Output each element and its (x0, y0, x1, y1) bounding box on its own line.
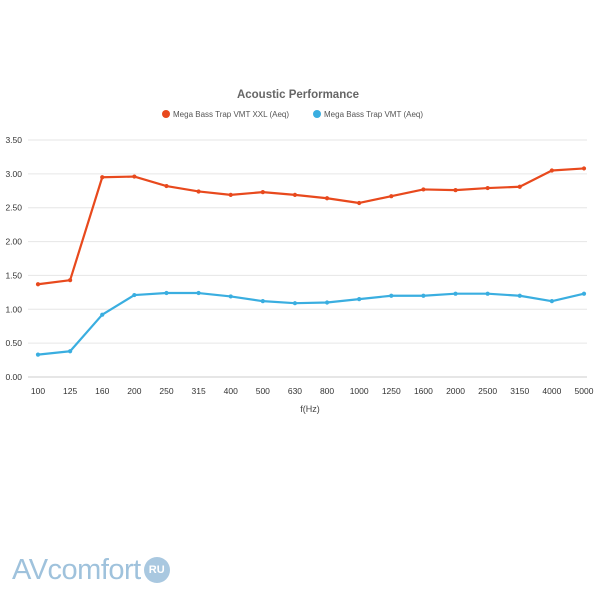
x-tick-label: 630 (288, 386, 302, 396)
data-point (581, 166, 587, 171)
data-point (324, 300, 330, 305)
logo-text-comfort: comfort (47, 553, 142, 586)
chart-legend: Mega Bass Trap VMT XXL (Aeq) Mega Bass Tr… (162, 110, 423, 119)
y-tick-label: 0.50 (5, 338, 22, 348)
data-point (453, 188, 458, 193)
legend-label: Mega Bass Trap VMT XXL (Aeq) (173, 110, 289, 119)
data-point (324, 196, 330, 201)
x-tick-label: 1250 (382, 386, 401, 396)
x-tick-label: 250 (159, 386, 173, 396)
data-point (292, 301, 298, 306)
data-point (132, 292, 137, 298)
x-tick-label: 2000 (446, 386, 465, 396)
data-point (549, 168, 554, 173)
y-tick-label: 2.50 (5, 203, 22, 213)
legend-label: Mega Bass Trap VMT (Aeq) (324, 110, 423, 119)
chart-grid (28, 139, 587, 378)
y-tick-label: 1.00 (5, 304, 22, 314)
data-point (292, 192, 298, 197)
y-tick-label: 2.00 (5, 237, 22, 247)
data-point (260, 299, 265, 304)
y-tick-label: 0.00 (5, 372, 22, 382)
avcomfort-logo: AVcomfort RU (12, 553, 170, 587)
data-point (517, 293, 522, 298)
x-tick-label: 800 (320, 386, 334, 396)
data-point (68, 349, 73, 354)
data-point (485, 185, 490, 191)
y-tick-label: 3.50 (5, 135, 22, 145)
data-point (196, 189, 201, 194)
series-line (37, 167, 585, 286)
x-tick-label: 100 (31, 386, 45, 396)
x-tick-label: 400 (224, 386, 238, 396)
data-point (68, 278, 73, 283)
data-point (228, 192, 233, 197)
x-tick-label: 4000 (542, 386, 561, 396)
x-tick-label: 315 (191, 386, 205, 396)
data-point (228, 294, 233, 299)
data-point (132, 174, 137, 179)
chart-title: Acoustic Performance (237, 89, 359, 101)
data-point (389, 293, 394, 298)
logo-text-av: AV (12, 553, 48, 586)
x-tick-label: 160 (95, 386, 109, 396)
data-point (453, 291, 458, 296)
data-point (164, 183, 169, 189)
data-point (517, 184, 522, 189)
data-point (260, 190, 265, 195)
chart-series (35, 166, 587, 357)
y-tick-label: 3.00 (5, 169, 22, 179)
legend-marker (162, 110, 170, 118)
data-point (35, 282, 41, 287)
data-point (357, 200, 362, 206)
logo-badge-ru: RU (143, 557, 170, 583)
x-tick-label: 3150 (510, 386, 529, 396)
x-axis-ticks: 100 125 160 200 250 315 400 500 630 800 1000 1250 16… (31, 386, 594, 396)
series-line (37, 291, 585, 356)
data-point (421, 293, 426, 298)
x-tick-label: 2500 (478, 386, 497, 396)
data-point (100, 312, 105, 317)
x-tick-label: 1600 (414, 386, 433, 396)
data-point (549, 299, 554, 304)
legend-marker (313, 110, 321, 118)
data-point (485, 291, 490, 296)
x-tick-label: 500 (256, 386, 270, 396)
data-point (421, 187, 426, 192)
x-tick-label: 200 (127, 386, 141, 396)
y-tick-label: 1.50 (5, 270, 22, 280)
data-point (196, 290, 201, 296)
x-tick-label: 1000 (350, 386, 369, 396)
data-point (164, 290, 169, 296)
x-tick-label: 125 (63, 386, 77, 396)
data-point (581, 291, 587, 296)
data-point (389, 194, 394, 199)
data-point (100, 175, 105, 180)
x-axis-label: f(Hz) (300, 404, 320, 414)
x-tick-label: 5000 (575, 386, 594, 396)
data-point (35, 352, 41, 357)
data-point (357, 297, 362, 302)
y-axis-ticks: 0.00 0.50 1.00 1.50 2.00 2.50 3.00 3.50 (5, 135, 22, 382)
